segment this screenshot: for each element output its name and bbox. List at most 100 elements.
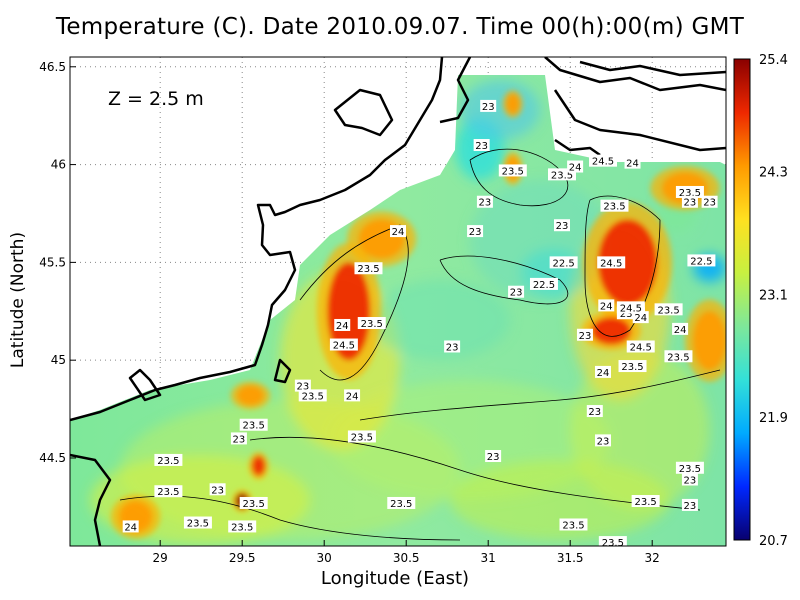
contour-label-text: 23 bbox=[588, 407, 601, 418]
contour-label-text: 23.5 bbox=[361, 319, 383, 330]
contour-label: 23.5 bbox=[183, 516, 212, 530]
contour-label-text: 23.5 bbox=[502, 166, 524, 177]
depth-label: Z = 2.5 m bbox=[108, 88, 204, 110]
colorbar-tick-label: 20.7 bbox=[759, 534, 788, 549]
contour-label: 23.5 bbox=[654, 303, 683, 316]
contour-label: 23 bbox=[554, 219, 570, 232]
plot-frame bbox=[69, 56, 727, 547]
contour-label: 24 bbox=[595, 365, 611, 379]
y-tick-label: 46 bbox=[51, 158, 66, 172]
contour-label-text: 24 bbox=[600, 301, 613, 312]
contour-label-text: 23.5 bbox=[351, 432, 373, 443]
contour-label: 23.5 bbox=[664, 350, 693, 363]
contour-label: 23 bbox=[473, 139, 490, 152]
contour-label-text: 23.5 bbox=[679, 464, 701, 475]
contour-label: 23.5 bbox=[239, 496, 268, 510]
contour-label-text: 23.5 bbox=[657, 305, 679, 316]
contour-label-text: 23 bbox=[556, 221, 569, 232]
contour-label-text: 23.5 bbox=[679, 188, 701, 199]
x-axis-label: Longitude (East) bbox=[320, 568, 470, 589]
x-axis: 29 29.5 30 30.5 31 31.5 32 bbox=[153, 540, 660, 565]
colorbar-tick-label: 21.9 bbox=[759, 411, 788, 426]
y-tick-label: 46.5 bbox=[39, 60, 66, 74]
contour-label-text: 22.5 bbox=[553, 258, 575, 269]
contour-label-text: 23.5 bbox=[635, 497, 657, 508]
colorbar-tick-label: 24.3 bbox=[759, 166, 788, 181]
contour-label: 23 bbox=[230, 432, 247, 445]
contour-label-text: 23.5 bbox=[603, 202, 625, 213]
contour-label: 22.5 bbox=[687, 254, 716, 267]
contour-label-text: 23 bbox=[597, 436, 610, 447]
contour-label: 24.5 bbox=[589, 154, 617, 168]
contour-label: 23.5 bbox=[598, 536, 627, 546]
contour-label: 24 bbox=[632, 311, 649, 324]
contour-label-text: 24.5 bbox=[592, 157, 614, 168]
contour-label: 23 bbox=[576, 328, 593, 342]
map-title: Temperature (C). Date 2010.09.07. Time 0… bbox=[55, 14, 745, 40]
y-axis: 44.5 45 45.5 46 46.5 bbox=[39, 60, 76, 465]
contour-label: 24.5 bbox=[597, 256, 626, 269]
contour-label-text: 24 bbox=[597, 368, 610, 379]
contour-label-text: 23.5 bbox=[187, 519, 209, 530]
contour-label: 24 bbox=[122, 520, 139, 533]
contour-label: 23.5 bbox=[154, 485, 183, 498]
contour-label: 24 bbox=[624, 156, 641, 170]
warm-patch bbox=[237, 385, 264, 406]
contour-label-text: 23.5 bbox=[667, 352, 689, 363]
contour-label-text: 24 bbox=[634, 313, 647, 324]
contour-label: 23 bbox=[681, 473, 698, 486]
contour-label-text: 24.5 bbox=[620, 303, 642, 314]
x-tick-label: 30.5 bbox=[393, 551, 420, 565]
y-tick-label: 45.5 bbox=[39, 255, 66, 269]
contour-label: 23.5 bbox=[228, 520, 257, 533]
contour-label-text: 23.5 bbox=[243, 499, 265, 510]
contour-label: 23 bbox=[586, 405, 603, 418]
contour-label: 23.5 bbox=[675, 461, 704, 475]
warm-patch bbox=[591, 317, 631, 345]
contour-label-text: 23 bbox=[579, 331, 592, 342]
contour-label: 23.5 bbox=[559, 518, 588, 531]
contour-label-text: 23.5 bbox=[357, 264, 379, 275]
contour-label: 23 bbox=[467, 225, 484, 238]
contour-label: 23.5 bbox=[298, 389, 327, 402]
contour-label-text: 24 bbox=[569, 163, 582, 174]
contour-label-text: 23 bbox=[684, 475, 697, 486]
contour-label-text: 22.5 bbox=[690, 256, 712, 267]
warm-patch bbox=[598, 219, 658, 306]
contour-label-text: 23 bbox=[446, 342, 459, 353]
contour-label: 23.5 bbox=[354, 262, 383, 275]
contour-label-text: 23.5 bbox=[551, 170, 573, 181]
contour-label: 23 bbox=[701, 195, 718, 209]
contour-label: 24.5 bbox=[626, 340, 655, 353]
colorbar-tick-label: 23.1 bbox=[759, 288, 788, 303]
contour-label: 23 bbox=[681, 195, 698, 209]
contour-label: 24.5 bbox=[329, 338, 358, 352]
contour-label: 23.5 bbox=[675, 185, 704, 199]
warm-patch bbox=[506, 94, 520, 114]
contour-label-text: 23 bbox=[684, 198, 697, 209]
contour-label-text: 24 bbox=[626, 159, 639, 170]
warm-patch bbox=[693, 311, 726, 370]
contour-label-text: 23.5 bbox=[231, 522, 253, 533]
contour-label: 23 bbox=[209, 483, 226, 496]
contour-label-text: 23 bbox=[469, 227, 482, 238]
contour-label-text: 23.5 bbox=[243, 421, 265, 432]
contour-label: 23 bbox=[485, 450, 502, 463]
contour-label-text: 23.5 bbox=[620, 309, 642, 320]
colorbar: 25.4 24.3 23.1 21.9 20.7 bbox=[733, 53, 788, 549]
contour-label: 23.5 bbox=[618, 360, 647, 373]
contour-label-text: 23.5 bbox=[157, 456, 179, 467]
warm-patch bbox=[327, 262, 371, 361]
contour-label-text: 23.5 bbox=[157, 487, 179, 498]
contour-label-text: 23.5 bbox=[302, 391, 324, 402]
y-axis-label: Latitude (North) bbox=[8, 231, 28, 369]
coastline bbox=[70, 57, 726, 546]
contour-label-text: 23 bbox=[233, 434, 246, 445]
contour-label: 23 bbox=[595, 434, 611, 447]
contour-label-text: 23 bbox=[684, 501, 697, 512]
contour-label: 23.5 bbox=[631, 495, 660, 508]
contour-label: 23 bbox=[476, 195, 493, 209]
contour-label-text: 23 bbox=[703, 198, 716, 209]
